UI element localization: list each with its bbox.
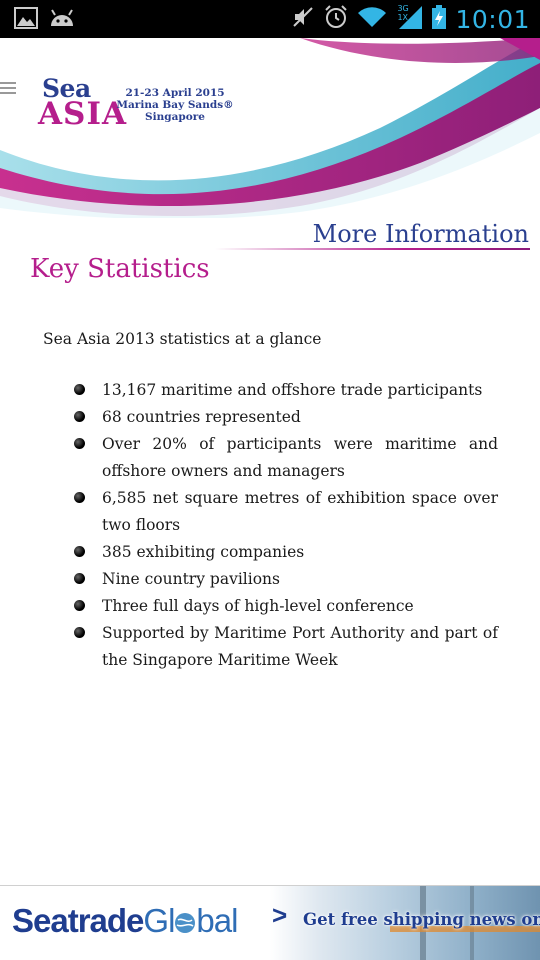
divider xyxy=(215,248,530,250)
list-item-text: Supported by Maritime Port Authority and… xyxy=(102,624,498,669)
event-venue: Marina Bay Sands® xyxy=(116,99,234,111)
android-notification-icon xyxy=(48,6,76,34)
signal-icon: 3G 1X xyxy=(395,4,423,34)
clock: 10:01 xyxy=(455,4,530,34)
header-banner xyxy=(0,38,540,220)
bullet-icon xyxy=(74,411,85,422)
list-item: Over 20% of participants were maritime a… xyxy=(74,431,498,485)
list-item: Nine country pavilions xyxy=(74,566,498,593)
statistics-list: 13,167 maritime and offshore trade parti… xyxy=(74,377,498,674)
menu-handle[interactable] xyxy=(0,82,16,97)
list-item-text: Over 20% of participants were maritime a… xyxy=(102,435,498,480)
bullet-icon xyxy=(74,546,85,557)
event-info: 21-23 April 2015 Marina Bay Sands® Singa… xyxy=(116,87,234,123)
list-item: 68 countries represented xyxy=(74,404,498,431)
bullet-icon xyxy=(74,438,85,449)
status-bar: 3G 1X 10:01 xyxy=(0,0,540,38)
logo-sea: Sea xyxy=(42,74,91,103)
ad-arrow-icon: > xyxy=(272,900,288,930)
logo-asia: ASIA xyxy=(38,96,127,132)
list-item: 13,167 maritime and offshore trade parti… xyxy=(74,377,498,404)
list-item-text: Three full days of high-level conference xyxy=(102,597,414,615)
list-item: 385 exhibiting companies xyxy=(74,539,498,566)
globe-icon xyxy=(175,913,196,933)
brand-text: Gl xyxy=(143,902,175,939)
bullet-icon xyxy=(74,384,85,395)
brand-text: bal xyxy=(196,902,238,939)
list-item-text: 6,585 net square metres of exhibition sp… xyxy=(102,489,498,534)
battery-charging-icon xyxy=(431,4,447,34)
network-subtype: 1X xyxy=(397,13,409,22)
alarm-icon xyxy=(323,4,349,34)
bullet-icon xyxy=(74,600,85,611)
intro-text: Sea Asia 2013 statistics at a glance xyxy=(43,330,322,348)
wave-decoration xyxy=(0,38,540,220)
list-item-text: 385 exhibiting companies xyxy=(102,543,305,561)
page-title: Key Statistics xyxy=(30,254,210,284)
brand-text: Seatrade xyxy=(12,902,144,939)
list-item-text: 68 countries represented xyxy=(102,408,301,426)
ad-photo xyxy=(270,886,540,960)
ad-banner[interactable]: SeatradeGl bal > Get free shipping news o… xyxy=(0,885,540,960)
list-item: 6,585 net square metres of exhibition sp… xyxy=(74,485,498,539)
event-dates: 21-23 April 2015 xyxy=(125,87,225,99)
event-city: Singapore xyxy=(145,111,205,123)
bullet-icon xyxy=(74,627,85,638)
more-information-link[interactable]: More Information xyxy=(312,220,529,248)
list-item-text: 13,167 maritime and offshore trade parti… xyxy=(102,381,483,399)
bullet-icon xyxy=(74,573,85,584)
list-item-text: Nine country pavilions xyxy=(102,570,280,588)
seatrade-global-logo: SeatradeGl bal xyxy=(12,902,238,940)
image-notification-icon xyxy=(14,6,38,34)
bullet-icon xyxy=(74,492,85,503)
list-item: Supported by Maritime Port Authority and… xyxy=(74,620,498,674)
ad-tagline: Get free shipping news online xyxy=(303,910,540,929)
network-type: 3G xyxy=(397,4,409,13)
mute-icon xyxy=(291,5,315,33)
wifi-icon xyxy=(357,5,387,33)
list-item: Three full days of high-level conference xyxy=(74,593,498,620)
